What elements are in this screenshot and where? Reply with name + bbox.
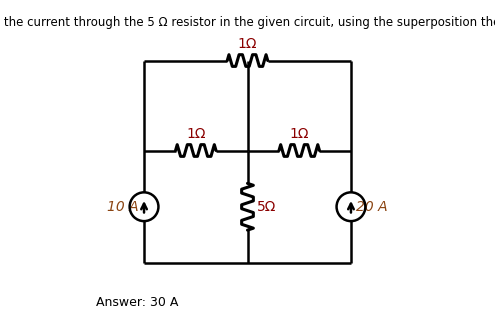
Text: 1Ω: 1Ω: [186, 127, 205, 141]
Text: 1. Find the current through the 5 Ω resistor in the given circuit, using the sup: 1. Find the current through the 5 Ω resi…: [0, 15, 495, 29]
Text: 10 A: 10 A: [107, 200, 139, 214]
Text: 20 A: 20 A: [356, 200, 388, 214]
Text: 1Ω: 1Ω: [290, 127, 309, 141]
Text: Answer: 30 A: Answer: 30 A: [97, 296, 179, 309]
Text: 1Ω: 1Ω: [238, 37, 257, 51]
Text: 5Ω: 5Ω: [256, 200, 276, 214]
